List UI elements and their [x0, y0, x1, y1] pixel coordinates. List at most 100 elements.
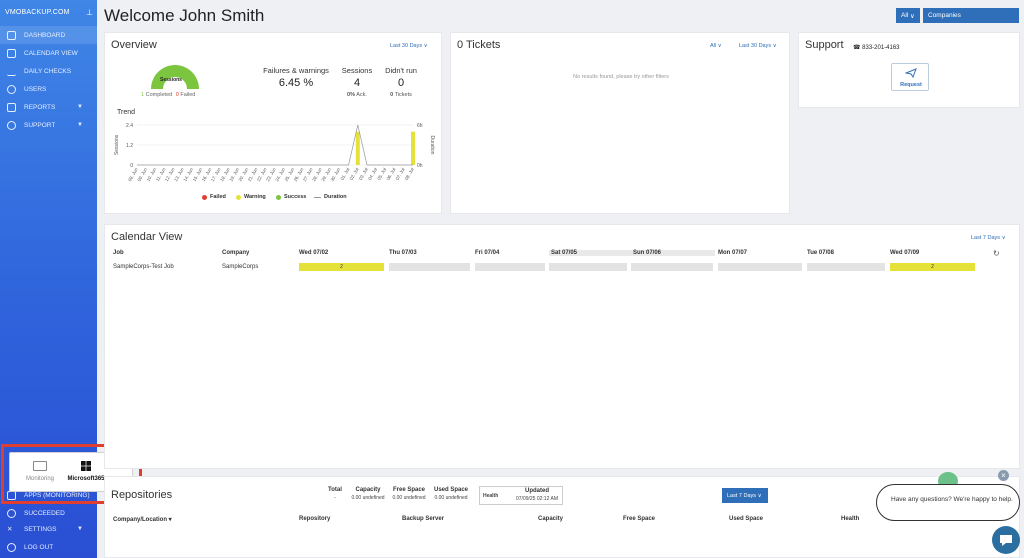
sessions-gauge: [151, 65, 199, 89]
x-tick-label: 21. Jun: [247, 167, 259, 183]
sidebar-item-log-out[interactable]: LOG OUT: [0, 538, 97, 556]
monitoring-option[interactable]: Monitoring: [18, 461, 62, 482]
didnt-run-value: 0: [397, 77, 405, 89]
x-tick-label: 19. Jun: [228, 167, 240, 183]
repositories-range-select[interactable]: Last 7 Days ∨: [722, 488, 768, 503]
legend-warning: Warning: [236, 194, 266, 200]
tickets-title: 0 Tickets: [457, 39, 501, 51]
y-tick-label: 1.2: [126, 143, 133, 149]
calendar-range-select[interactable]: Last 7 Days ∨: [971, 235, 1006, 241]
x-tick-label: 02. Jul: [349, 167, 360, 181]
legend-failed: Failed: [202, 194, 226, 200]
sidebar-item-succeeded[interactable]: SUCCEEDED: [0, 504, 97, 522]
sidebar-item-calendar-view[interactable]: CALENDAR VIEW: [0, 44, 97, 62]
x-tick-label: 22. Jun: [256, 167, 268, 183]
sidebar-item-support[interactable]: SUPPORT ▼: [0, 116, 97, 134]
y2-axis-label: Duration: [429, 136, 435, 155]
calendar-cell[interactable]: [631, 263, 713, 271]
x-tick-label: 25. Jun: [284, 167, 296, 183]
tickets-card: 0 Tickets All ∨ Last 30 Days ∨ No result…: [450, 32, 790, 214]
brand-logo: VMOBACKUP.COM: [5, 9, 70, 16]
sidebar-item-dashboard[interactable]: DASHBOARD: [0, 26, 97, 44]
sidebar-item-label: REPORTS: [24, 103, 56, 111]
x-tick-label: 12. Jun: [164, 167, 176, 183]
refresh-icon[interactable]: ↻: [993, 249, 1000, 258]
x-tick-label: 09. Jun: [136, 167, 148, 183]
calendar-cell[interactable]: [389, 263, 470, 271]
column-day-6: Mon 07/07: [718, 250, 748, 256]
check-icon: [7, 508, 16, 518]
chevron-down-icon: ▼: [77, 122, 83, 128]
legend-duration: Duration: [314, 194, 347, 200]
column-day-5: Sun 07/06: [631, 250, 715, 256]
support-phone: ☎ 833-201-4163: [853, 45, 900, 51]
x-tick-label: 29. Jun: [320, 167, 332, 183]
x-tick-label: 01. Jul: [340, 167, 351, 181]
pulse-icon: [7, 67, 16, 76]
column-capacity: Capacity: [538, 516, 564, 522]
sidebar-item-daily-checks[interactable]: DAILY CHECKS: [0, 62, 97, 80]
user-icon: [7, 84, 16, 94]
x-tick-label: 20. Jun: [238, 167, 250, 183]
companies-select[interactable]: Companies: [923, 8, 1019, 23]
sidebar-item-label: DAILY CHECKS: [24, 67, 72, 75]
overview-card: Overview Last 30 Days ∨ Sessions 1 Compl…: [104, 32, 442, 214]
x-tick-label: 28. Jun: [311, 167, 323, 183]
calendar-cell[interactable]: 2: [890, 263, 975, 271]
x-tick-label: 24. Jun: [274, 167, 286, 183]
free-space-label: Free Space: [392, 487, 426, 493]
x-tick-label: 17. Jun: [210, 167, 222, 183]
sidebar-item-reports[interactable]: REPORTS ▼: [0, 98, 97, 116]
column-day-7: Tue 07/08: [807, 250, 834, 256]
calendar-cell[interactable]: [475, 263, 545, 271]
overview-range-select[interactable]: Last 30 Days ∨: [390, 43, 428, 49]
column-day-8: Wed 07/09: [890, 250, 920, 256]
chevron-down-icon: ▼: [77, 526, 83, 532]
chat-bubble[interactable]: Have any questions? We're happy to help.: [876, 484, 1020, 521]
calendar-icon: [7, 48, 16, 58]
x-tick-label: 07. Jul: [395, 167, 406, 181]
failures-value: 6.45 %: [278, 77, 314, 89]
column-repository: Repository: [299, 516, 331, 522]
y-axis-label: Sessions: [114, 134, 120, 155]
x-tick-label: 23. Jun: [265, 167, 277, 183]
all-filter-select[interactable]: All ∨: [896, 8, 920, 23]
calendar-cell[interactable]: [549, 263, 627, 271]
pin-icon[interactable]: ⊥: [86, 8, 93, 17]
sidebar-item-settings[interactable]: ✕ SETTINGS ▼: [0, 520, 97, 538]
calendar-cell[interactable]: [807, 263, 885, 271]
x-tick-label: 27. Jun: [302, 167, 314, 183]
calendar-cell[interactable]: 2: [299, 263, 384, 271]
support-icon: [7, 120, 16, 130]
tickets-all-filter[interactable]: All ∨: [710, 43, 722, 49]
x-tick-label: 15. Jun: [192, 167, 204, 183]
x-tick-label: 08. Jun: [127, 167, 139, 183]
tickets-empty-message: No results found, please try other filte…: [573, 74, 669, 80]
x-tick-label: 16. Jun: [201, 167, 213, 183]
used-space-value: 0.00 undefined: [434, 495, 468, 501]
column-company-location[interactable]: Company/Location ▾: [113, 517, 172, 523]
legend-success: Success: [276, 194, 306, 200]
y-tick-label: 2.4: [126, 123, 133, 129]
chat-launcher-button[interactable]: [992, 526, 1020, 554]
column-day-2: Thu 07/03: [389, 250, 417, 256]
tickets-range-select[interactable]: Last 30 Days ∨: [739, 43, 777, 49]
x-tick-label: 10. Jun: [146, 167, 158, 183]
x-tick-label: 05. Jul: [376, 167, 387, 181]
sidebar-item-label: SUPPORT: [24, 121, 56, 129]
chat-close-button[interactable]: ×: [998, 470, 1009, 481]
calendar-cell[interactable]: [718, 263, 802, 271]
windows-icon: [81, 461, 91, 471]
free-space-value: 0.00 undefined: [392, 495, 426, 501]
row-job[interactable]: SampleCorps-Test Job: [113, 264, 174, 270]
request-button[interactable]: Request: [891, 63, 929, 91]
column-day-3: Fri 07/04: [475, 250, 500, 256]
sidebar-item-users[interactable]: USERS: [0, 80, 97, 98]
x-tick-label: 26. Jun: [293, 167, 305, 183]
support-title: Support: [805, 39, 844, 51]
microsoft365-option[interactable]: Microsoft365: [64, 461, 108, 482]
capacity-label: Capacity: [355, 487, 381, 493]
y2-tick-label: 0h: [417, 163, 423, 169]
x-tick-label: 03. Jul: [358, 167, 369, 181]
